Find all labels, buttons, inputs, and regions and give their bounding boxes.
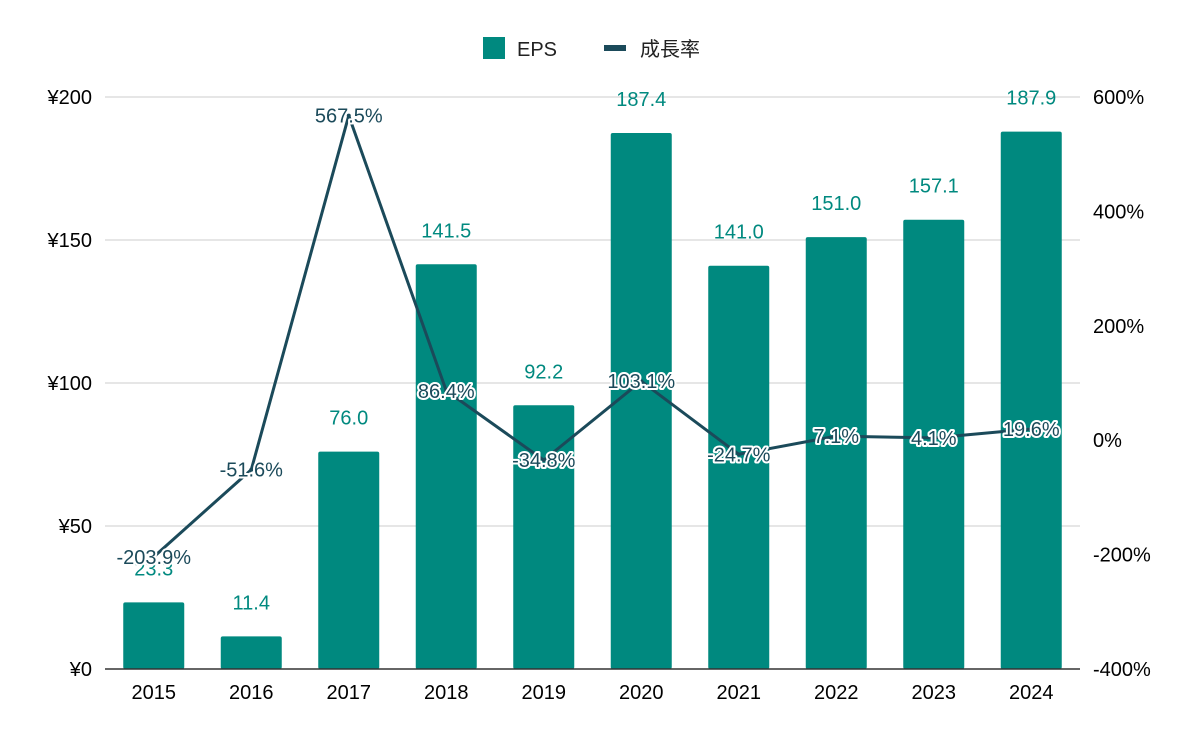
x-tick-2020: 2020 xyxy=(619,682,664,704)
y-left-tick-200: ¥200 xyxy=(47,87,93,109)
x-tick-2017: 2017 xyxy=(327,682,372,704)
eps-bar-2022 xyxy=(805,237,867,669)
y-right-tick-0: 0% xyxy=(1093,430,1122,452)
legend-eps-swatch xyxy=(483,37,505,59)
growth-point-2022 xyxy=(834,434,839,439)
growth-label-2015: -203.9% xyxy=(117,547,192,569)
eps-label-2015: 23.3 xyxy=(134,558,173,580)
legend-growth-swatch xyxy=(604,45,626,51)
eps-bar-2024 xyxy=(1000,131,1062,669)
growth-label-2023: 4.1% xyxy=(911,428,957,450)
eps-bar-2020 xyxy=(610,133,672,669)
growth-data-labels: -203.9% -51.6% 567.5% 86.4% -34.8% 103.1% -24.… xyxy=(115,104,1062,571)
x-axis-ticks: 2015 2016 2017 2018 2019 2020 2021 2022 2023 2024 xyxy=(132,682,1054,704)
y-right-tick--400: -400% xyxy=(1093,659,1151,681)
growth-point-2020 xyxy=(639,379,644,384)
growth-label-2022: 7.1% xyxy=(813,426,859,448)
y-left-tick-50: ¥50 xyxy=(58,516,92,538)
growth-line xyxy=(151,113,1034,559)
growth-label-2016: -51.6% xyxy=(220,460,284,482)
y-right-tick-200: 200% xyxy=(1093,316,1144,338)
y-axis-right-ticks: -400% -200% 0% 200% 400% 600% xyxy=(1093,87,1151,681)
growth-point-2017 xyxy=(346,113,351,118)
growth-label-2018: 86.4% xyxy=(418,381,475,403)
growth-series-line xyxy=(152,114,1032,558)
eps-bar-2018 xyxy=(415,264,477,669)
eps-bar-2019 xyxy=(513,405,575,669)
growth-label-2021: -24.7% xyxy=(707,444,771,466)
eps-label-2023: 157.1 xyxy=(909,176,959,198)
x-tick-2016: 2016 xyxy=(229,682,274,704)
y-axis-left-ticks: ¥0 ¥50 ¥100 ¥150 ¥200 xyxy=(47,87,93,681)
x-tick-2024: 2024 xyxy=(1009,682,1054,704)
growth-point-2016 xyxy=(249,467,254,472)
growth-point-2015 xyxy=(151,554,156,559)
eps-label-2019: 92.2 xyxy=(524,361,563,383)
legend: EPS 成長率 xyxy=(483,37,700,61)
y-right-tick--200: -200% xyxy=(1093,545,1151,567)
eps-bar-2017 xyxy=(318,451,380,669)
x-tick-2023: 2023 xyxy=(912,682,957,704)
growth-point-2019 xyxy=(541,458,546,463)
eps-label-2018: 141.5 xyxy=(421,220,471,242)
growth-label-2024: 19.6% xyxy=(1003,419,1060,441)
eps-label-2020: 187.4 xyxy=(616,89,666,111)
y-left-tick-100: ¥100 xyxy=(47,373,93,395)
x-tick-2019: 2019 xyxy=(522,682,567,704)
x-tick-2015: 2015 xyxy=(132,682,177,704)
eps-bar-2023 xyxy=(903,219,965,669)
y-right-tick-400: 400% xyxy=(1093,201,1144,223)
eps-label-2016: 11.4 xyxy=(233,592,270,614)
eps-bar-2015 xyxy=(123,602,185,669)
growth-point-2023 xyxy=(931,435,936,440)
eps-label-2021: 141.0 xyxy=(714,222,764,244)
eps-bar-2016 xyxy=(220,636,282,669)
legend-eps-label: EPS xyxy=(517,39,557,61)
eps-data-labels: 23.3 11.4 76.0 141.5 92.2 187.4 141.0 151.0 157.… xyxy=(134,88,1056,615)
x-tick-2021: 2021 xyxy=(717,682,762,704)
growth-label-2017: 567.5% xyxy=(315,106,383,128)
legend-growth-label: 成長率 xyxy=(640,38,700,61)
eps-bar-2021 xyxy=(708,265,770,669)
x-tick-2022: 2022 xyxy=(814,682,859,704)
x-tick-2018: 2018 xyxy=(424,682,469,704)
y-left-tick-150: ¥150 xyxy=(47,230,93,252)
eps-label-2017: 76.0 xyxy=(329,408,368,430)
eps-label-2022: 151.0 xyxy=(811,193,861,215)
growth-label-2019: -34.8% xyxy=(512,450,576,472)
growth-label-2020: 103.1% xyxy=(607,371,675,393)
y-left-tick-0: ¥0 xyxy=(69,659,92,681)
growth-point-2021 xyxy=(736,452,741,457)
eps-label-2024: 187.9 xyxy=(1006,88,1056,110)
growth-point-2024 xyxy=(1029,426,1034,431)
eps-bars xyxy=(123,131,1062,669)
y-right-tick-600: 600% xyxy=(1093,87,1144,109)
growth-point-2018 xyxy=(444,388,449,393)
